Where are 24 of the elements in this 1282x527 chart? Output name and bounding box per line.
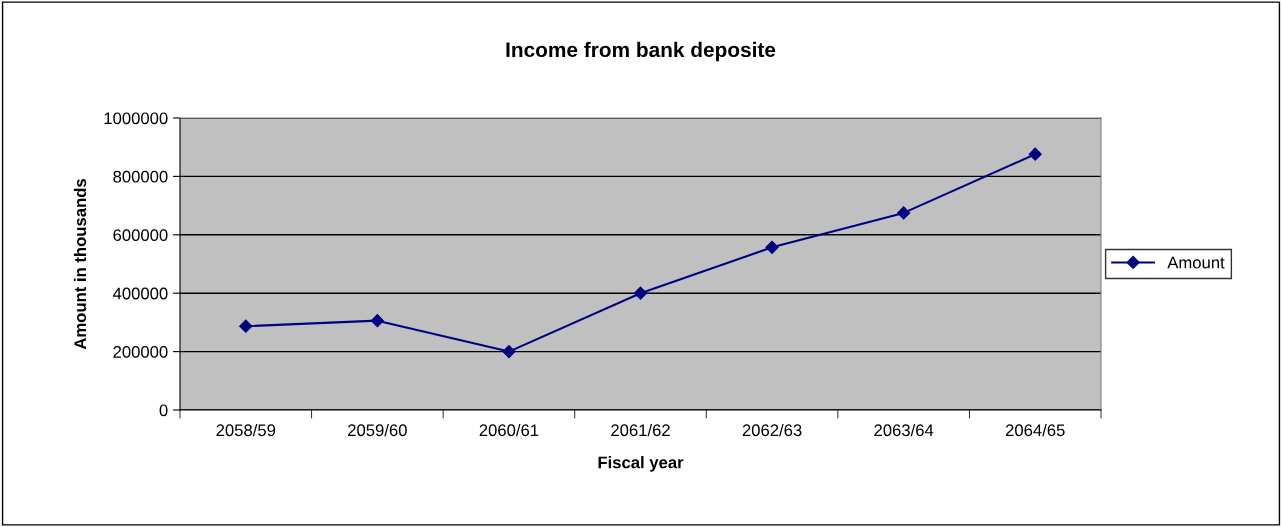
- y-axis-title: Amount in thousands: [73, 179, 87, 350]
- y-tick-label: 600000: [113, 229, 168, 241]
- y-tick-label: 200000: [113, 346, 168, 358]
- y-tick-label: 800000: [113, 170, 168, 183]
- x-tick-label: 2061/62: [611, 423, 670, 437]
- x-tick-label: 2062/63: [742, 423, 802, 437]
- x-tick-label: 2063/64: [874, 423, 934, 437]
- x-axis-title: Fiscal year: [598, 456, 684, 472]
- point: [370, 314, 384, 328]
- x-tick-label: 2058/59: [216, 423, 276, 437]
- x-tick-label: 2060/61: [479, 423, 539, 437]
- chart-title: Income from bank deposite: [506, 41, 776, 62]
- point: [1028, 147, 1042, 161]
- x-tick-label: 2064/65: [1005, 423, 1065, 437]
- point: [897, 206, 911, 220]
- point: [502, 345, 516, 359]
- y-tick-label: 400000: [112, 287, 168, 300]
- point: [239, 319, 253, 333]
- y-tick-label: 0: [159, 404, 168, 417]
- point: [765, 240, 779, 254]
- legend-label: Amount: [1167, 256, 1225, 269]
- point: [633, 286, 648, 300]
- x-tick-label: 2059/60: [348, 423, 407, 437]
- y-tick-label: 1000000: [104, 112, 168, 125]
